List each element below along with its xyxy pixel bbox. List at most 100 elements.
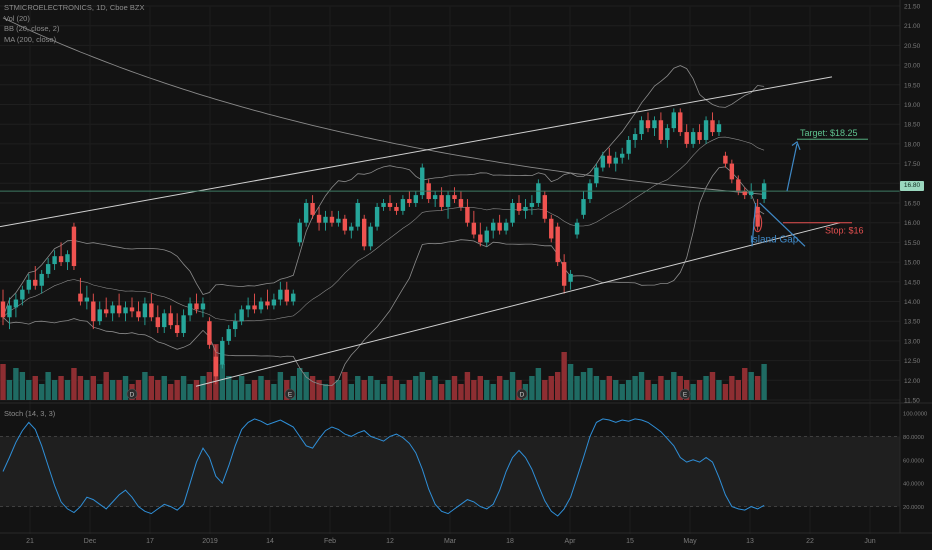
candle-body <box>465 206 470 223</box>
candle <box>658 112 664 144</box>
volume-bar <box>593 376 600 400</box>
candle-body <box>265 301 270 306</box>
volume-bars <box>0 344 767 400</box>
candle-body <box>136 311 141 318</box>
candle <box>104 297 109 318</box>
candle <box>226 325 231 345</box>
candle-body <box>65 254 70 263</box>
volume-bar <box>58 376 64 400</box>
candle <box>142 297 148 326</box>
candle-body <box>439 195 444 207</box>
volume-bar <box>322 384 329 400</box>
time-tick-label: 14 <box>266 538 274 545</box>
candle-body <box>316 214 322 223</box>
candle-body <box>226 329 231 341</box>
candle <box>420 163 425 200</box>
candle <box>736 175 741 196</box>
volume-bar <box>387 376 393 400</box>
volume-bar <box>374 380 380 400</box>
island-gap-label: Island Gap <box>750 234 799 245</box>
volume-bar <box>97 384 103 400</box>
candle-body <box>413 195 418 203</box>
volume-bar <box>542 380 548 400</box>
candle <box>561 254 567 294</box>
candle-body <box>581 199 586 215</box>
candle-body <box>239 309 244 322</box>
volume-bar <box>432 376 438 400</box>
candle <box>349 222 354 239</box>
volume-bar <box>742 368 748 400</box>
candle-body <box>607 155 612 164</box>
indicator-lines <box>2 17 765 387</box>
time-tick-label: 18 <box>506 538 514 545</box>
candle-body <box>420 167 425 196</box>
volume-bar <box>303 372 309 400</box>
candle <box>7 297 12 330</box>
candle-body <box>723 155 728 164</box>
candle-body <box>349 226 354 231</box>
volume-bar <box>458 384 464 400</box>
candle-body <box>271 299 277 306</box>
time-tick-label: 21 <box>26 538 34 545</box>
volume-bar <box>400 384 406 400</box>
candle-body <box>697 132 702 140</box>
candle <box>555 222 560 267</box>
candle-body <box>690 132 696 144</box>
candlesticks[interactable] <box>0 108 767 385</box>
volume-bar <box>703 376 709 400</box>
stochastic-pane <box>0 418 900 517</box>
volume-bar <box>754 376 761 400</box>
volume-bar <box>206 372 213 400</box>
time-tick-label: Apr <box>565 538 577 545</box>
volume-bar <box>251 380 258 400</box>
volume-bar <box>716 380 722 400</box>
time-tick-label: Feb <box>324 538 336 545</box>
candle-body <box>561 262 567 286</box>
event-marker-label: E <box>683 392 688 399</box>
candle <box>71 222 77 270</box>
volume-bar <box>555 372 561 400</box>
candle <box>233 313 238 337</box>
candle <box>626 136 631 160</box>
candle <box>400 195 406 215</box>
volume-bar <box>187 384 193 400</box>
candle <box>432 191 438 207</box>
candle-body <box>632 134 638 140</box>
candle-body <box>749 191 754 196</box>
stoch-tick-label: 60.0000 <box>903 458 924 464</box>
candle <box>600 151 606 172</box>
candle-body <box>71 226 77 267</box>
volume-bar <box>613 380 619 400</box>
candle-body <box>394 206 399 211</box>
volume-bar <box>471 380 477 400</box>
candle-body <box>174 325 180 334</box>
candle-body <box>97 309 102 322</box>
volume-bar <box>226 376 232 400</box>
candle <box>652 116 657 137</box>
candle-body <box>20 289 25 300</box>
candle <box>52 250 57 270</box>
candle <box>362 214 367 251</box>
stoch-k-line <box>2 418 765 517</box>
candle <box>710 112 715 137</box>
candle-body <box>91 301 96 322</box>
candle <box>374 203 380 231</box>
candle <box>703 116 709 144</box>
candle-body <box>303 203 309 223</box>
volume-bar <box>451 376 458 400</box>
candle <box>323 210 328 231</box>
volume-bar <box>168 384 174 400</box>
candle <box>723 151 728 168</box>
moving-average-200-line <box>2 17 765 195</box>
candle-body <box>149 303 154 318</box>
island-arrow-left <box>751 202 757 247</box>
candle <box>413 191 418 207</box>
volume-bar <box>245 384 251 400</box>
candle-body <box>665 128 670 140</box>
candle <box>465 199 470 227</box>
time-tick-label: 17 <box>146 538 154 545</box>
candle-body <box>568 273 573 282</box>
candle-body <box>445 195 451 207</box>
volume-bar <box>238 376 245 400</box>
